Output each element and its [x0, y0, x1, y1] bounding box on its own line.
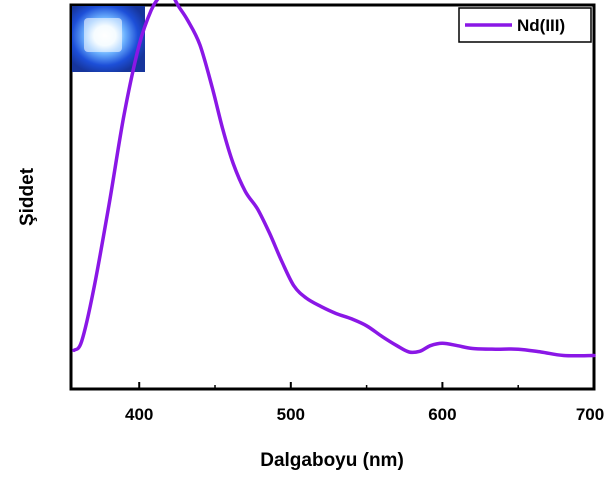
inset-photo	[72, 6, 145, 72]
legend-label: Nd(III)	[517, 16, 565, 35]
x-axis-title: Dalgaboyu (nm)	[260, 450, 404, 471]
x-axis-ticks: 400 500 600 700	[125, 382, 604, 424]
legend: Nd(III)	[458, 7, 592, 43]
x-tick-label-700: 700	[576, 405, 604, 424]
y-axis-title: Şiddet	[17, 167, 38, 226]
x-tick-label-500: 500	[277, 405, 305, 424]
x-tick-label-600: 600	[428, 405, 456, 424]
x-tick-label-400: 400	[125, 405, 153, 424]
series-line-nd-iii	[72, 0, 596, 358]
plot-area-frame	[69, 3, 596, 391]
